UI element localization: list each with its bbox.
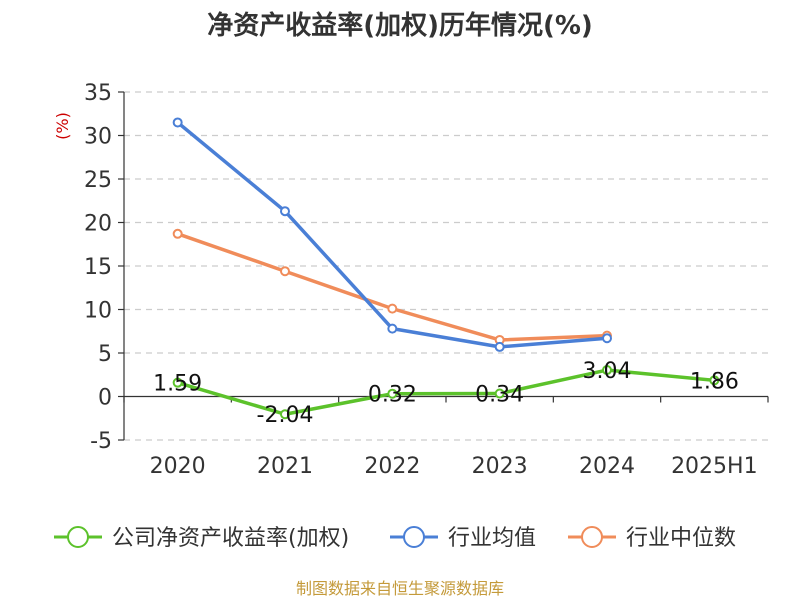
legend-marker <box>67 526 89 548</box>
data-point <box>494 341 505 352</box>
legend-marker <box>403 526 425 548</box>
data-label: 1.59 <box>153 372 202 397</box>
y-tick-label: -5 <box>90 429 112 454</box>
data-point <box>387 388 398 399</box>
x-tick-label: 2022 <box>364 454 420 479</box>
data-label: -2.04 <box>257 403 314 428</box>
data-point <box>280 266 290 277</box>
data-point <box>387 303 398 314</box>
y-tick-label: 30 <box>84 125 112 150</box>
y-tick-label: 0 <box>98 386 112 411</box>
y-tick-label: 5 <box>98 342 112 367</box>
data-point <box>494 388 505 399</box>
y-tick-label: 25 <box>84 168 112 193</box>
data-label: 3.04 <box>583 359 632 384</box>
data-point <box>172 117 183 128</box>
chart-title: 净资产收益率(加权)历年情况(%) <box>207 10 593 41</box>
data-point <box>172 228 183 239</box>
y-tick-label: 15 <box>84 255 112 280</box>
axes: -5 0 5 10 15 20 25 30 35 2020 2021 2022 2023 2024 2025… <box>84 81 769 479</box>
y-axis-unit-label: (%) <box>53 112 72 140</box>
data-point <box>602 333 612 344</box>
x-tick-label: 2021 <box>257 454 313 479</box>
y-tick-label: 10 <box>84 299 112 324</box>
legend-label: 行业均值 <box>448 526 536 551</box>
data-label: 0.34 <box>475 383 524 408</box>
series-lines <box>172 117 720 420</box>
series-line <box>177 368 715 416</box>
data-label: 0.32 <box>368 383 417 408</box>
data-point <box>280 409 290 420</box>
legend-item[interactable]: 行业均值 <box>390 526 536 551</box>
data-label: 1.86 <box>690 369 739 394</box>
data-labels: 1.59 -2.04 0.32 0.34 3.04 1.86 <box>153 359 739 428</box>
x-tick-label: 2024 <box>579 454 635 479</box>
grid-lines <box>124 91 768 441</box>
y-tick-label: 20 <box>84 212 112 237</box>
data-point <box>280 206 290 217</box>
legend-marker <box>581 526 603 548</box>
legend: 公司净资产收益率(加权) 行业均值 行业中位数 <box>54 526 736 551</box>
legend-item[interactable]: 公司净资产收益率(加权) <box>54 526 349 551</box>
x-tick-label: 2023 <box>472 454 528 479</box>
x-tick-label: 2025H1 <box>671 454 758 479</box>
data-point <box>602 365 612 376</box>
legend-item[interactable]: 行业中位数 <box>568 526 736 551</box>
data-source-note: 制图数据来自恒生聚源数据库 <box>296 579 504 598</box>
data-point <box>709 375 720 386</box>
x-tick-label: 2020 <box>150 454 206 479</box>
legend-label: 行业中位数 <box>626 526 736 551</box>
y-tick-label: 35 <box>84 81 112 106</box>
data-point <box>387 323 398 334</box>
legend-label: 公司净资产收益率(加权) <box>112 526 349 551</box>
data-point <box>172 377 183 388</box>
